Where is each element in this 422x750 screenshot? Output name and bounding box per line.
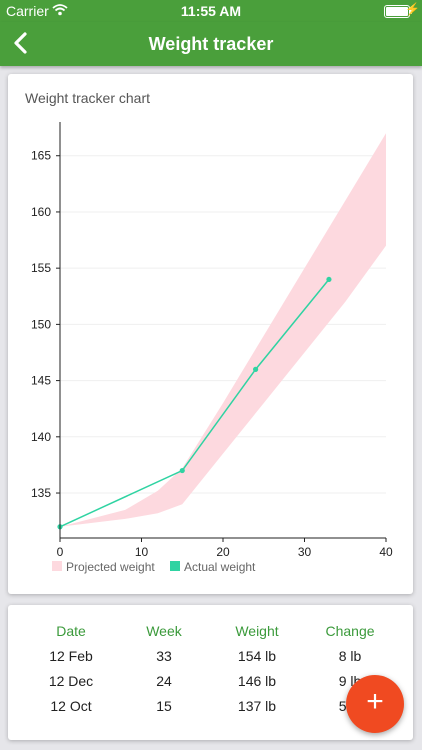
row-date: 12 Feb (49, 648, 93, 664)
y-tick-label: 140 (31, 430, 51, 444)
legend-label-actual: Actual weight (184, 560, 256, 574)
row-weight: 146 lb (237, 673, 277, 689)
actual-weight-point (253, 366, 259, 372)
row-week: 15 (156, 698, 172, 714)
row-week: 33 (156, 648, 172, 664)
chevron-left-icon (14, 32, 27, 54)
y-tick-label: 135 (31, 486, 51, 500)
x-tick-label: 40 (379, 545, 393, 559)
x-tick-label: 0 (57, 545, 64, 559)
legend-swatch-actual (170, 561, 180, 571)
weight-history-table: Date Week Weight Change 12 Feb 33 154 lb… (8, 605, 413, 740)
actual-weight-point (326, 276, 332, 283)
back-button[interactable] (8, 28, 36, 58)
x-tick-label: 10 (135, 545, 149, 559)
weight-chart: 135 140 145 150 155 160 165 0 10 20 30 40 Projected … (31, 122, 393, 574)
y-tick-label: 155 (31, 261, 51, 275)
carrier-label: Carrier (6, 3, 49, 19)
page-title: Weight tracker (148, 34, 274, 54)
y-tick-label: 150 (31, 317, 51, 331)
header-date: Date (56, 623, 86, 639)
projected-weight-band (60, 133, 386, 527)
x-tick-label: 20 (216, 545, 230, 559)
x-tick-label: 30 (298, 545, 312, 559)
header-weight: Weight (235, 623, 279, 639)
clock: 11:55 AM (180, 3, 242, 19)
navigation-bar: Weight tracker (0, 22, 422, 66)
y-tick-label: 160 (31, 205, 51, 219)
table-header: Date Week Weight Change (8, 623, 413, 647)
row-weight: 154 lb (237, 648, 277, 664)
legend-label-projected: Projected weight (66, 560, 155, 574)
add-weight-button[interactable]: + (346, 675, 404, 733)
y-tick-label: 145 (31, 374, 51, 388)
actual-weight-point (179, 467, 185, 474)
row-weight: 137 lb (237, 698, 277, 714)
row-date: 12 Dec (48, 673, 94, 689)
battery-icon (384, 5, 412, 18)
row-date: 12 Oct (50, 698, 92, 714)
y-tick-label: 165 (31, 149, 51, 163)
plus-icon: + (366, 685, 384, 718)
header-change: Change (325, 623, 375, 639)
charging-icon: ⚡ (405, 2, 420, 16)
actual-weight-line (59, 278, 330, 528)
legend-swatch-projected (52, 561, 62, 571)
wifi-icon (52, 3, 68, 19)
header-week: Week (146, 623, 182, 639)
chart-title: Weight tracker chart (25, 90, 151, 106)
row-week: 24 (156, 673, 172, 689)
table-row[interactable]: 12 Feb 33 154 lb 8 lb (8, 648, 413, 672)
row-change: 8 lb (338, 648, 362, 664)
status-bar: Carrier 11:55 AM ⚡ (0, 0, 422, 22)
chart-card: Weight tracker chart 135 140 145 150 155 160 1… (8, 74, 413, 594)
